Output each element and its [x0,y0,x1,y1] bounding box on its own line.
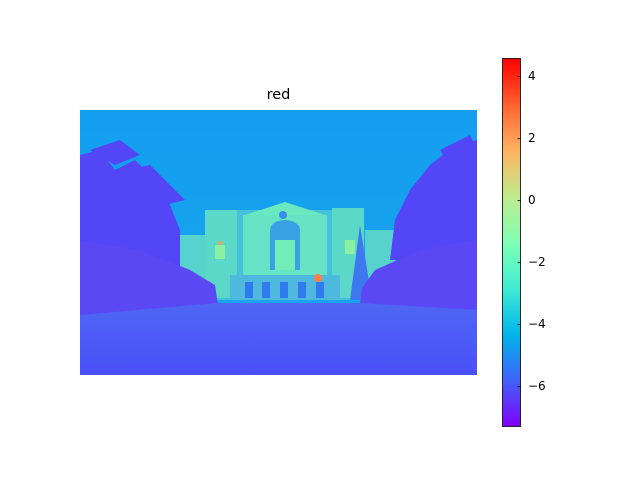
palm-trees-right [390,135,477,260]
plot-title: red [266,87,291,103]
colorbar-tick-label: 0 [528,192,536,207]
image-panel [80,110,477,375]
building [175,202,395,300]
lawn [80,303,477,375]
colorbar-tick-label: 4 [528,68,536,83]
colorbar [502,58,521,427]
tree-right-of-building [350,225,372,300]
hedge-left [80,240,218,320]
hedge-right [360,240,477,320]
colorbar-ticks [517,76,521,388]
colorbar-tick-label: −6 [528,378,546,393]
colorbar-tick-label: −4 [528,316,546,331]
palm-trees-left [80,140,185,270]
colorbar-tick-label: 2 [528,130,536,145]
colorbar-gradient [502,58,521,427]
colorbar-tick-label: −2 [528,254,546,269]
